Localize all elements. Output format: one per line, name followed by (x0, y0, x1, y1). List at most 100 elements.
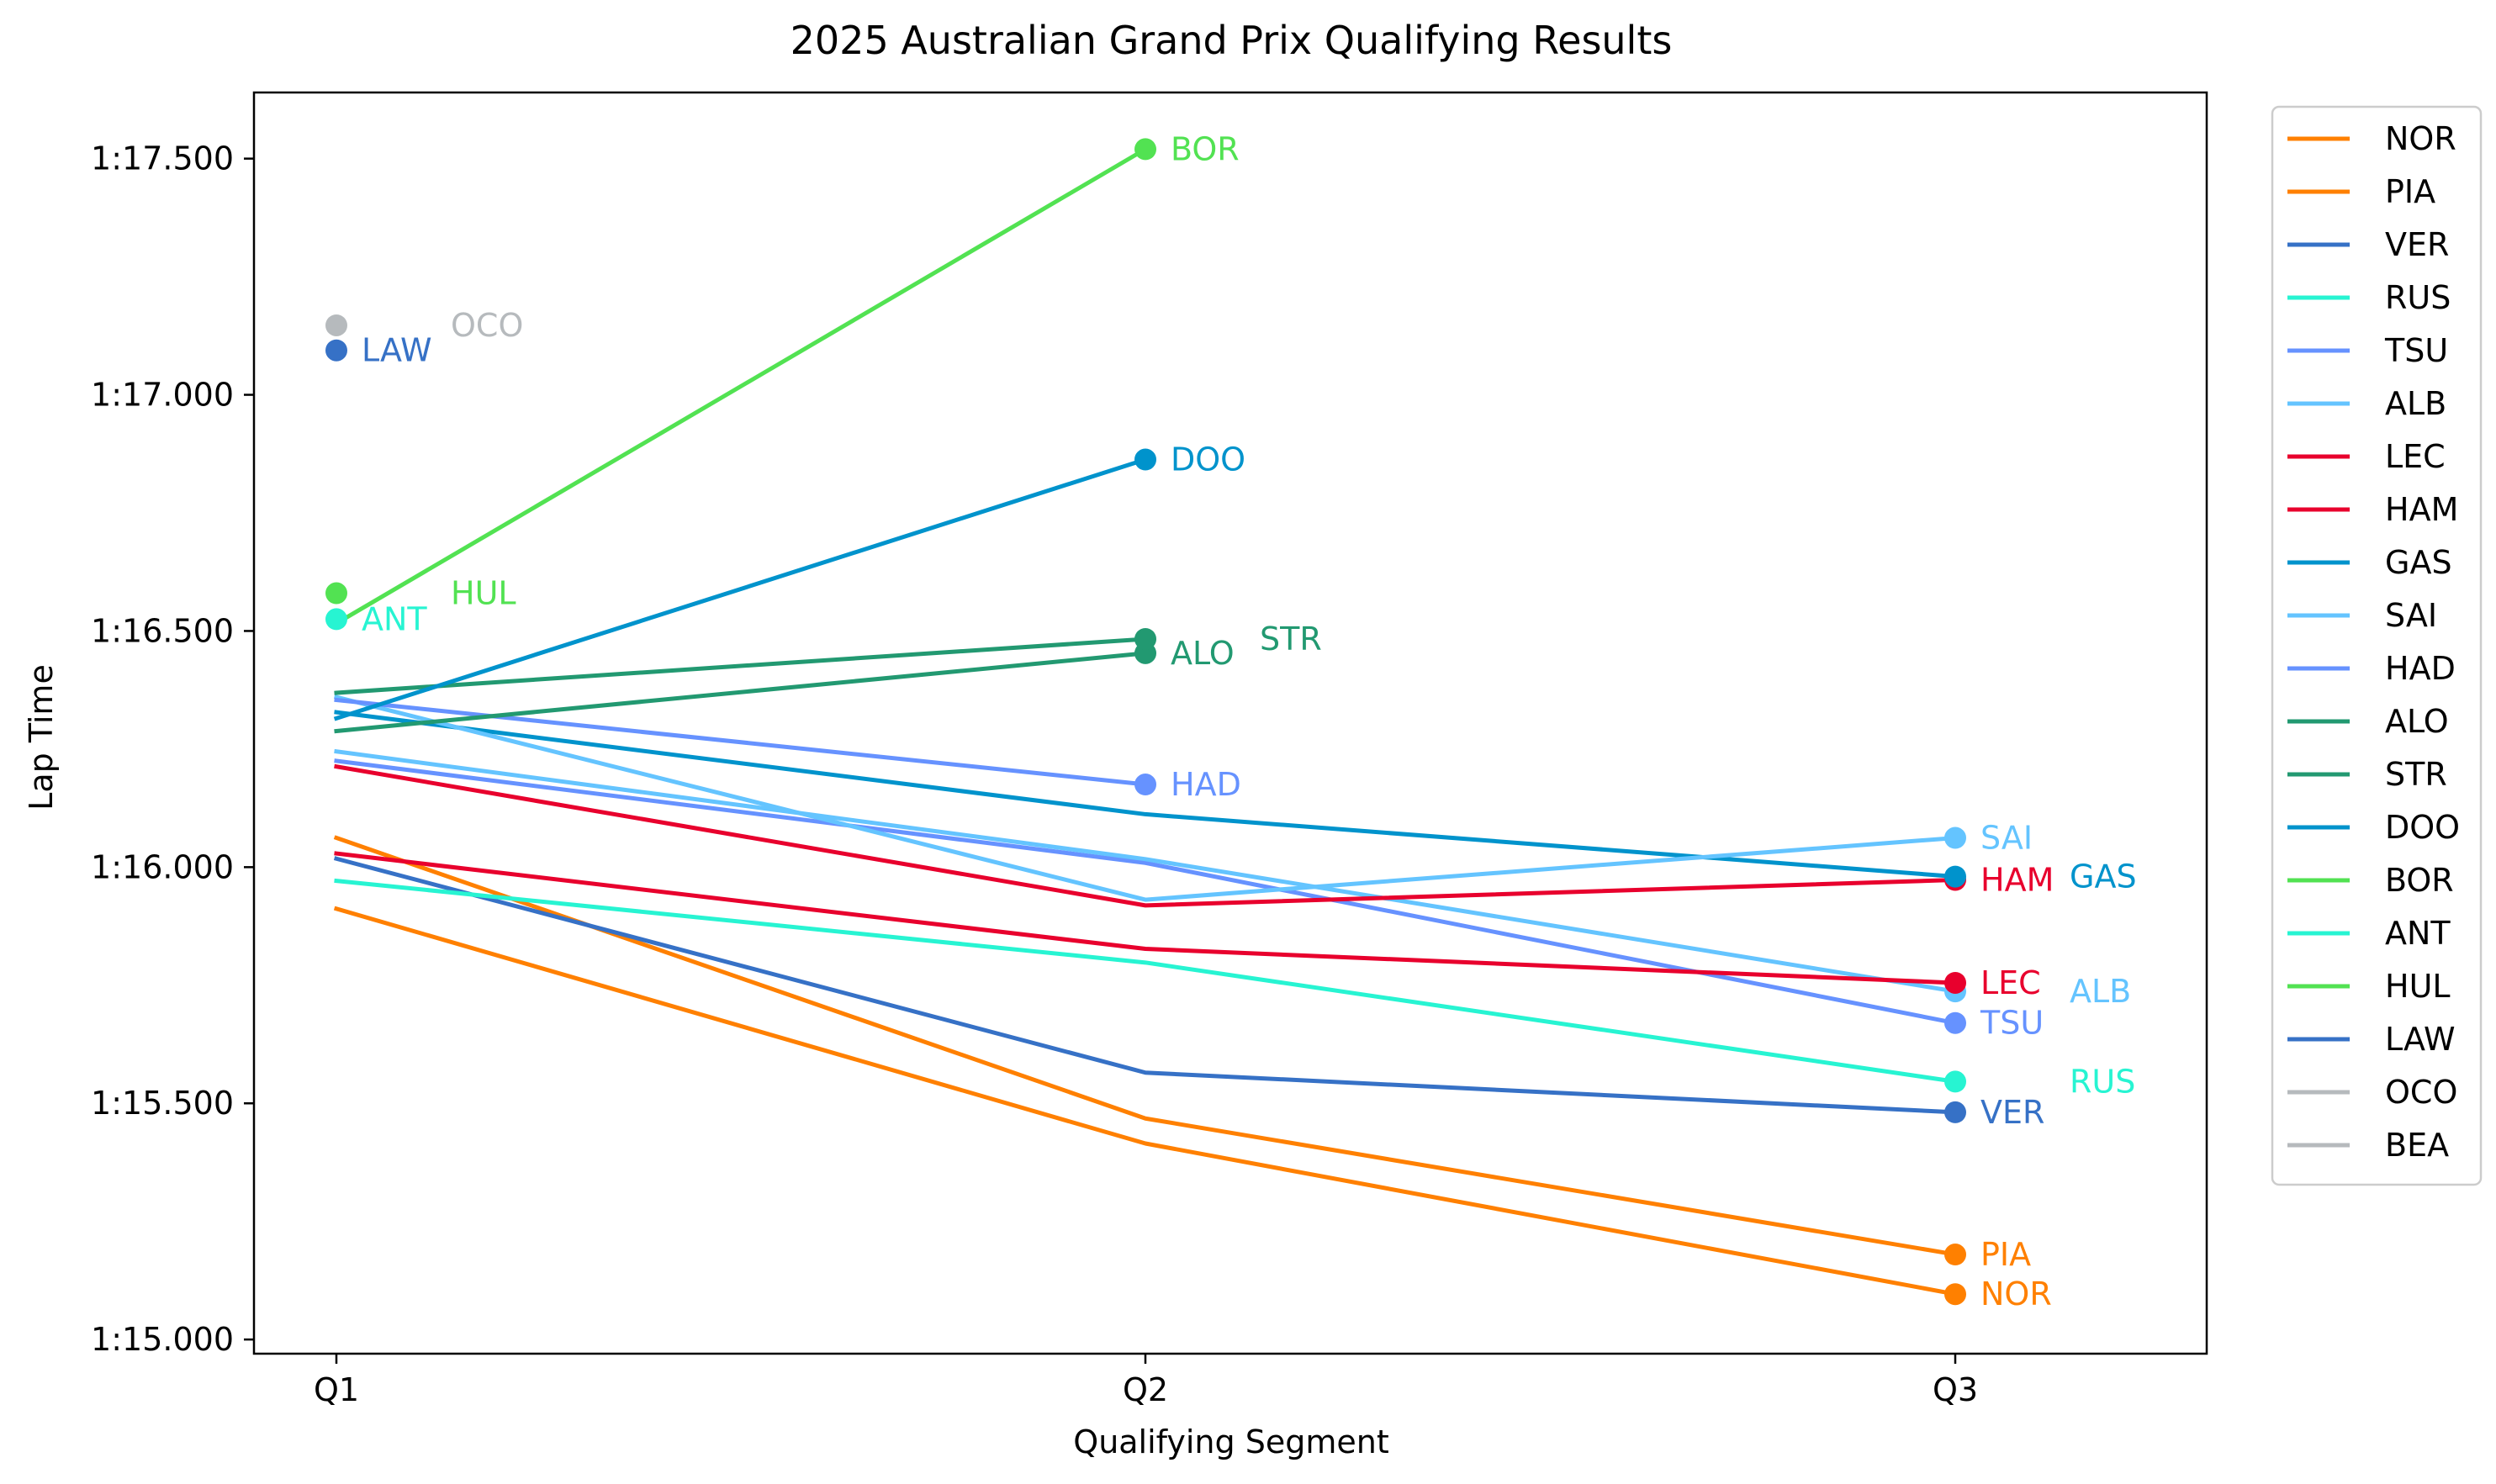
point-label-nor: NOR (1980, 1275, 2052, 1312)
point-label-bor: BOR (1171, 130, 1240, 167)
legend-item-hul: HUL (2287, 968, 2451, 1005)
legend-label: GAS (2385, 544, 2452, 581)
data-point-hul (325, 582, 347, 605)
legend-item-str: STR (2287, 756, 2447, 793)
point-label-ham: HAM (1980, 862, 2054, 899)
point-label-ant: ANT (362, 600, 427, 637)
legend-item-gas: GAS (2287, 544, 2452, 581)
point-label-law: LAW (362, 332, 432, 369)
legend-label: LAW (2385, 1021, 2456, 1058)
series-line-had (334, 697, 1148, 787)
legend-label: DOO (2385, 809, 2460, 846)
data-point-gas (1944, 865, 1966, 888)
legend-item-bor: BOR (2287, 862, 2454, 899)
series-line-ham (334, 763, 1958, 908)
point-label-gas: GAS (2070, 858, 2137, 895)
point-label-pia: PIA (1980, 1236, 2031, 1273)
legend-label: OCO (2385, 1074, 2457, 1111)
legend-item-doo: DOO (2287, 809, 2460, 846)
legend-label: LEC (2385, 438, 2446, 475)
plot-frame (252, 91, 2208, 1355)
series-line-doo (333, 457, 1149, 721)
legend-label: ALB (2385, 385, 2446, 422)
y-tick-label: 1:15.000 (91, 1321, 234, 1358)
data-point-rus (1944, 1070, 1966, 1093)
y-tick-label: 1:16.000 (91, 848, 234, 885)
legend-item-law: LAW (2287, 1021, 2456, 1058)
legend-label: SAI (2385, 597, 2437, 634)
legend-label: ALO (2385, 703, 2449, 740)
series-line-str (334, 636, 1148, 695)
point-label-alb: ALB (2070, 973, 2131, 1010)
series-line-lec (334, 851, 1958, 985)
y-axis: 1:15.000 1:15.500 1:16.000 1:16.500 1:17.000… (91, 140, 254, 1358)
legend-frame (2271, 105, 2483, 1186)
legend-item-nor: NOR (2287, 120, 2456, 157)
series-line-alb (334, 748, 1958, 994)
x-tick-label: Q1 (314, 1371, 359, 1408)
point-label-rus: RUS (2070, 1063, 2135, 1100)
x-tick-label: Q2 (1123, 1371, 1168, 1408)
chart-title: 2025 Australian Grand Prix Qualifying Re… (791, 18, 1673, 63)
data-point-sai (1944, 826, 1966, 849)
legend-item-sai: SAI (2287, 597, 2437, 634)
series-line-gas (334, 710, 1958, 879)
data-point-had (1134, 774, 1156, 796)
series-line-ver (333, 856, 1958, 1115)
data-point-pia (1944, 1244, 1966, 1266)
legend-item-ham: HAM (2287, 491, 2458, 528)
x-axis-title: Qualifying Segment (1073, 1423, 1388, 1460)
series-line-bor (333, 145, 1149, 626)
data-point-str (1134, 628, 1156, 650)
series-line-rus (334, 878, 1958, 1085)
series-lines (333, 145, 1958, 1297)
series-line-sai (333, 694, 1958, 902)
legend-label: HUL (2385, 968, 2451, 1005)
legend-label: BEA (2385, 1127, 2449, 1164)
data-point-bor (1134, 138, 1156, 161)
point-label-tsu: TSU (1980, 1005, 2044, 1042)
legend-item-bea: BEA (2287, 1127, 2449, 1164)
legend-item-lec: LEC (2287, 438, 2446, 475)
legend-item-alo: ALO (2287, 703, 2449, 740)
y-axis-title: Lap Time (23, 664, 60, 811)
legend: NOR PIA VER RUS TSU ALB LEC HAM GAS SAI HAD ALO STR D… (2271, 105, 2483, 1186)
legend-label: NOR (2385, 120, 2456, 157)
legend-item-oco: OCO (2287, 1074, 2457, 1111)
y-tick-label: 1:17.000 (91, 377, 234, 414)
y-tick-label: 1:16.500 (91, 612, 234, 649)
legend-item-alb: ALB (2287, 385, 2446, 422)
legend-label: VER (2385, 226, 2449, 263)
legend-item-had: HAD (2287, 650, 2456, 687)
data-point-oco (325, 314, 347, 336)
data-point-nor (1944, 1283, 1966, 1306)
legend-label: BOR (2385, 862, 2454, 899)
legend-item-pia: PIA (2287, 173, 2435, 210)
series-markers (325, 138, 1966, 1306)
legend-label: TSU (2384, 332, 2448, 369)
x-tick-label: Q3 (1933, 1371, 1978, 1408)
y-tick-label: 1:17.500 (91, 140, 234, 177)
x-axis: Q1 Q2 Q3 (314, 1354, 1978, 1408)
point-label-alo: ALO (1171, 635, 1235, 672)
legend-item-rus: RUS (2287, 279, 2451, 316)
series-line-alo (334, 651, 1148, 734)
legend-label: HAD (2385, 650, 2456, 687)
legend-label: PIA (2385, 173, 2435, 210)
point-label-sai: SAI (1980, 820, 2033, 857)
point-label-ver: VER (1980, 1094, 2044, 1131)
point-label-lec: LEC (1980, 964, 2041, 1001)
data-point-ver (1944, 1101, 1966, 1123)
point-label-hul: HUL (451, 575, 516, 612)
legend-item-ant: ANT (2287, 915, 2451, 952)
data-point-lec (1944, 971, 1966, 994)
legend-item-ver: VER (2287, 226, 2449, 263)
series-line-tsu (334, 758, 1958, 1026)
point-label-str: STR (1260, 621, 1322, 658)
point-label-doo: DOO (1171, 441, 1245, 478)
point-label-had: HAD (1171, 766, 1241, 803)
